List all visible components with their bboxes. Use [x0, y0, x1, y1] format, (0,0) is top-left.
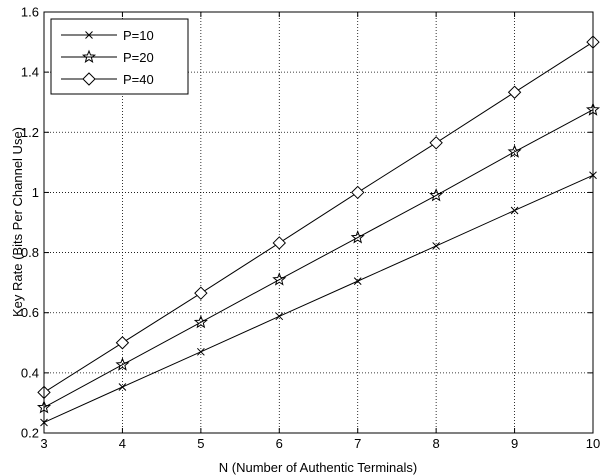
- x-tick-label: 5: [197, 436, 204, 451]
- x-tick-label: 7: [354, 436, 361, 451]
- legend-label: P=10: [123, 28, 154, 43]
- diamond-marker: [273, 237, 285, 249]
- x-tick-label: 9: [511, 436, 518, 451]
- diamond-marker: [352, 186, 364, 198]
- diamond-marker: [509, 86, 521, 98]
- y-tick-label: 0.2: [21, 426, 39, 441]
- x-tick-label: 3: [40, 436, 47, 451]
- diamond-marker: [116, 337, 128, 349]
- series-line: [44, 175, 593, 422]
- series-p-10: [41, 172, 597, 426]
- diamond-marker: [430, 137, 442, 149]
- legend-label: P=20: [123, 50, 154, 65]
- y-tick-label: 1.6: [21, 5, 39, 20]
- diamond-marker: [195, 287, 207, 299]
- x-marker: [354, 278, 361, 285]
- x-marker: [511, 207, 518, 214]
- y-tick-label: 1.4: [21, 65, 39, 80]
- x-tick-label: 4: [119, 436, 126, 451]
- x-axis-label: N (Number of Authentic Terminals): [219, 460, 417, 475]
- x-tick-label: 10: [586, 436, 600, 451]
- y-tick-label: 0.4: [21, 365, 39, 380]
- y-tick-label: 1: [32, 185, 39, 200]
- x-tick-label: 8: [433, 436, 440, 451]
- legend-label: P=40: [123, 72, 154, 87]
- y-axis-label: Key Rate (Bits Per Channel Use): [10, 127, 25, 317]
- legend: P=10 P=20 P=40: [51, 19, 188, 94]
- x-tick-label: 6: [276, 436, 283, 451]
